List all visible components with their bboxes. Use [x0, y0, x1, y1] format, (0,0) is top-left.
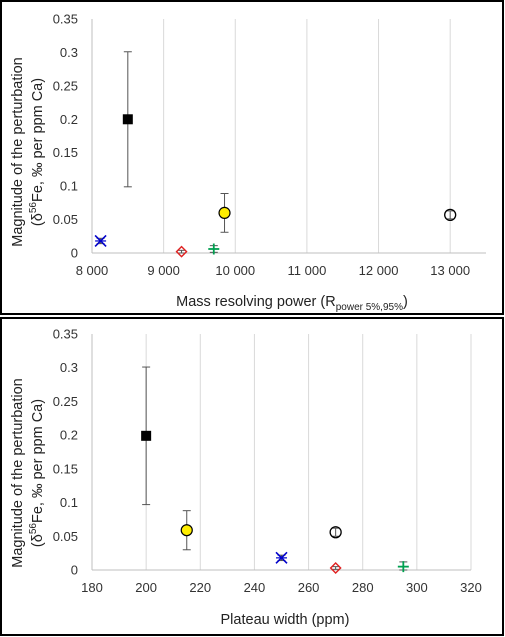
data-point-plus: [397, 561, 409, 573]
x-tick-label: 13 000: [430, 263, 470, 278]
panel-2-y-tick-labels: 0 0.05 0.1 0.15 0.2 0.25 0.3 0.35: [53, 327, 78, 578]
data-point-circle-open: [329, 526, 342, 539]
y-tick-label: 0.15: [53, 461, 78, 476]
panel-2: 0 0.05 0.1 0.15 0.2 0.25 0.3 0.35 180 200 220 240 2…: [0, 317, 504, 636]
marker-circle-filled: [218, 206, 231, 219]
y-tick-label: 0.25: [53, 394, 78, 409]
x-tick-label: 240: [244, 580, 266, 595]
x-tick-label: 10 000: [215, 263, 255, 278]
y-tick-label: 0: [71, 246, 78, 261]
y-tick-label: 0.1: [60, 179, 78, 194]
data-point-diamond: [175, 245, 188, 258]
panel-2-y-axis-title-line2: (δ56Fe, ‰ per ppm Ca): [28, 399, 46, 547]
x-tick-label: 180: [81, 580, 103, 595]
marker-square: [122, 114, 133, 125]
panel-1-data-points: [94, 51, 457, 258]
x-tick-label: 280: [352, 580, 374, 595]
panel-1-y-axis-title-line2: (δ56Fe, ‰ per ppm Ca): [28, 78, 46, 226]
y-tick-label: 0.35: [53, 327, 78, 342]
y-tick-label: 0.3: [60, 45, 78, 60]
panel-1-x-tick-labels: 8 000 9 000 10 000 11 000 12 000 13 000: [76, 263, 470, 278]
panel-1-y-axis-title-line1: Magnitude of the perturbation: [10, 57, 26, 246]
y-tick-label: 0.2: [60, 428, 78, 443]
panel-2-border: [0, 317, 504, 636]
y-tick-label: 0.3: [60, 360, 78, 375]
x-tick-label: 320: [460, 580, 482, 595]
y-tick-label: 0.15: [53, 145, 78, 160]
data-point-square: [122, 51, 133, 188]
data-point-plus: [208, 243, 220, 255]
y-tick-label: 0: [71, 563, 78, 578]
data-point-circle-filled: [180, 510, 193, 551]
y-tick-label: 0.05: [53, 212, 78, 227]
data-point-x-star: [275, 551, 288, 564]
data-point-x-star: [94, 234, 107, 248]
y-tick-label: 0.1: [60, 495, 78, 510]
x-tick-label: 8 000: [76, 263, 109, 278]
panel-2-x-tick-labels: 180 200 220 240 260 280 300 320: [81, 580, 482, 595]
marker-circle-open: [329, 526, 342, 539]
panel-2-axes: [91, 334, 471, 571]
y-tick-label: 0.35: [53, 12, 78, 27]
x-tick-label: 200: [135, 580, 157, 595]
marker-square: [141, 430, 152, 441]
x-tick-label: 260: [298, 580, 320, 595]
x-tick-label: 9 000: [147, 263, 180, 278]
marker-diamond: [329, 561, 342, 574]
x-tick-label: 300: [406, 580, 428, 595]
x-tick-label: 11 000: [288, 263, 327, 278]
data-point-diamond: [329, 561, 342, 574]
panel-1: 0 0.05 0.1 0.15 0.2 0.25 0.3 0.35 8 000 9 000 10 …: [0, 0, 504, 315]
marker-circle-open: [444, 208, 457, 222]
data-point-square: [141, 366, 152, 506]
y-tick-label: 0.25: [53, 78, 78, 93]
data-point-circle-filled: [218, 192, 231, 233]
x-tick-label: 220: [189, 580, 211, 595]
panel-2-y-axis-title-line1: Magnitude of the perturbation: [10, 378, 26, 567]
x-tick-label: 12 000: [359, 263, 399, 278]
panel-1-axes: [91, 19, 486, 254]
marker-circle-filled: [180, 524, 193, 537]
panel-1-y-tick-labels: 0 0.05 0.1 0.15 0.2 0.25 0.3 0.35: [53, 12, 78, 261]
y-tick-label: 0.2: [60, 112, 78, 127]
y-tick-label: 0.05: [53, 529, 78, 544]
marker-diamond: [175, 245, 188, 258]
panel-2-data-points: [141, 366, 409, 574]
panel-1-x-axis-title: Mass resolving power (Rpower 5%,95%): [176, 294, 408, 313]
panel-2-x-axis-title: Plateau width (ppm): [221, 612, 350, 628]
data-point-circle-open: [444, 208, 457, 222]
panel-1-border: [0, 0, 504, 315]
